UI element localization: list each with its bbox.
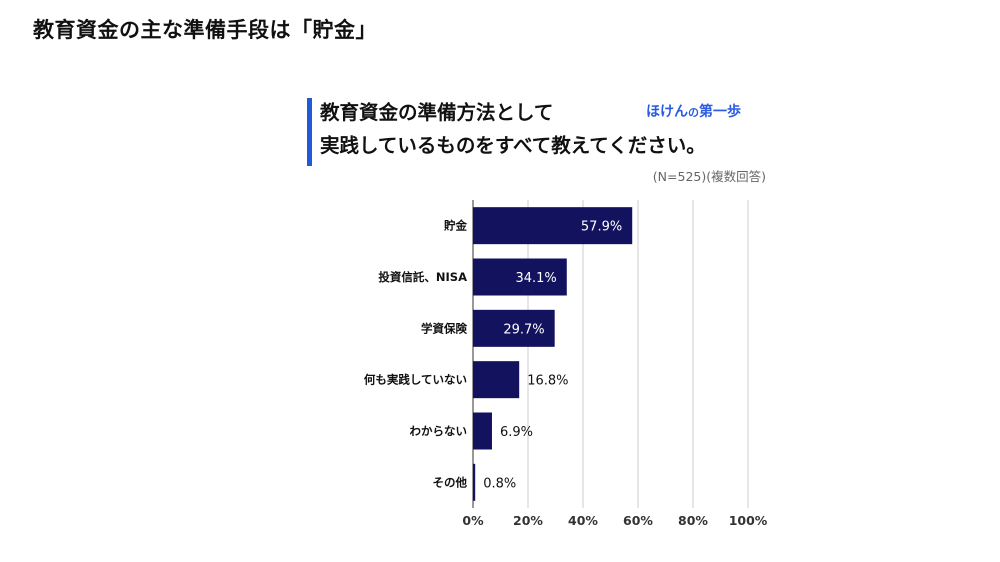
bar-4 bbox=[473, 412, 492, 450]
bar-1 bbox=[473, 258, 567, 296]
brand-logo-main: ほけん bbox=[646, 104, 688, 120]
x-tick-label-20: 20% bbox=[513, 513, 543, 528]
x-tick-label-100: 100% bbox=[729, 513, 768, 528]
chart-title-line-1: 教育資金の準備方法として bbox=[320, 101, 554, 124]
value-label-3: 16.8% bbox=[527, 374, 568, 389]
chart-title-line-2: 実践しているものをすべて教えてください。 bbox=[320, 134, 706, 157]
bar-3 bbox=[473, 361, 520, 399]
bar-0 bbox=[473, 207, 633, 245]
value-label-1: 34.1% bbox=[515, 271, 556, 286]
x-tick-label-40: 40% bbox=[568, 513, 598, 528]
value-label-4: 6.9% bbox=[500, 425, 533, 440]
brand-logo-particle: の bbox=[688, 106, 699, 119]
sample-note: (N=525)(複数回答) bbox=[652, 169, 766, 184]
x-tick-label-80: 80% bbox=[678, 513, 708, 528]
title-accent-bar bbox=[307, 98, 312, 166]
x-tick-label-60: 60% bbox=[623, 513, 653, 528]
bar-5 bbox=[473, 463, 476, 501]
category-label-1: 投資信託、NISA bbox=[378, 270, 467, 284]
bar-2 bbox=[473, 309, 555, 347]
brand-logo-end: 第一歩 bbox=[699, 104, 741, 120]
category-label-4: わからない bbox=[410, 424, 468, 438]
category-label-5: その他 bbox=[433, 475, 468, 489]
category-label-2: 学資保険 bbox=[421, 321, 467, 335]
value-label-5: 0.8% bbox=[483, 476, 516, 491]
value-label-2: 29.7% bbox=[503, 322, 544, 337]
category-label-0: 貯金 bbox=[444, 219, 467, 233]
page-heading: 教育資金の主な準備手段は「貯金」 bbox=[33, 18, 377, 42]
chart-card: 教育資金の準備方法として 実践しているものをすべて教えてください。 ほけんの第一… bbox=[300, 90, 780, 540]
brand-logo: ほけんの第一歩 bbox=[646, 101, 741, 121]
value-label-0: 57.9% bbox=[581, 220, 622, 235]
x-tick-label-0: 0% bbox=[462, 513, 484, 528]
category-label-3: 何も実践していない bbox=[364, 373, 467, 387]
bar-chart: 貯金 57.9% 投資信託、NISA 34.1% 学資保険 29.7% 何も実践していない 1… bbox=[364, 200, 768, 528]
